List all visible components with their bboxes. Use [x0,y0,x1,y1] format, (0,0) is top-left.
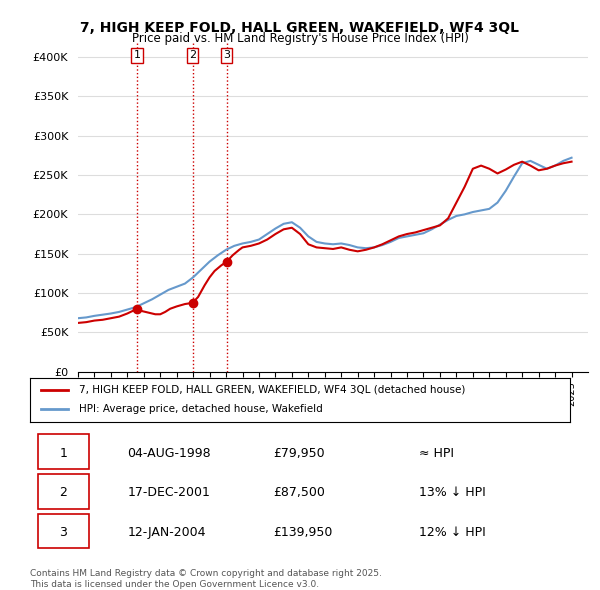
FancyBboxPatch shape [38,514,89,549]
FancyBboxPatch shape [38,474,89,509]
Text: HPI: Average price, detached house, Wakefield: HPI: Average price, detached house, Wake… [79,405,322,414]
Text: 1: 1 [59,447,67,460]
Text: 04-AUG-1998: 04-AUG-1998 [127,447,211,460]
Text: 2: 2 [59,486,67,499]
Text: 7, HIGH KEEP FOLD, HALL GREEN, WAKEFIELD, WF4 3QL (detached house): 7, HIGH KEEP FOLD, HALL GREEN, WAKEFIELD… [79,385,465,395]
Text: ≈ HPI: ≈ HPI [419,447,454,460]
FancyBboxPatch shape [38,434,89,469]
Text: 2: 2 [189,51,196,60]
Text: Contains HM Land Registry data © Crown copyright and database right 2025.
This d: Contains HM Land Registry data © Crown c… [30,569,382,589]
Text: £87,500: £87,500 [273,486,325,499]
Text: Price paid vs. HM Land Registry's House Price Index (HPI): Price paid vs. HM Land Registry's House … [131,32,469,45]
Text: 13% ↓ HPI: 13% ↓ HPI [419,486,485,499]
Text: £79,950: £79,950 [273,447,325,460]
Text: 12% ↓ HPI: 12% ↓ HPI [419,526,485,539]
Text: 3: 3 [223,51,230,60]
Text: 12-JAN-2004: 12-JAN-2004 [127,526,206,539]
Text: 17-DEC-2001: 17-DEC-2001 [127,486,210,499]
Text: 7, HIGH KEEP FOLD, HALL GREEN, WAKEFIELD, WF4 3QL: 7, HIGH KEEP FOLD, HALL GREEN, WAKEFIELD… [80,21,520,35]
Text: 3: 3 [59,526,67,539]
Text: £139,950: £139,950 [273,526,332,539]
Text: 1: 1 [133,51,140,60]
